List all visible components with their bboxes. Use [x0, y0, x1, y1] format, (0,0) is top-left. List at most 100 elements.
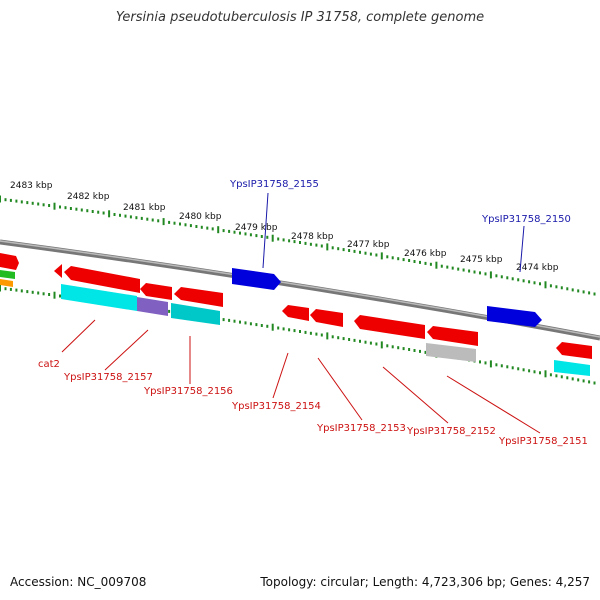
- scale-minor-tick: [86, 209, 89, 213]
- scale-minor-tick: [533, 370, 536, 374]
- scale-minor-tick: [375, 342, 378, 346]
- scale-minor-tick: [282, 238, 285, 242]
- scale-minor-tick: [228, 318, 231, 322]
- scale-minor-tick: [359, 339, 361, 343]
- scale-minor-tick: [517, 278, 520, 282]
- scale-minor-tick: [566, 376, 569, 380]
- accession-text: Accession: NC_009708: [10, 575, 147, 589]
- scale-minor-tick: [369, 252, 372, 256]
- scale-minor-tick: [462, 268, 465, 272]
- scale-minor-tick: [337, 247, 340, 251]
- scale-minor-tick: [424, 350, 427, 354]
- feature-purple[interactable]: [137, 297, 168, 316]
- scale-minor-tick: [571, 377, 574, 381]
- scale-minor-tick: [135, 216, 138, 220]
- scale-minor-tick: [457, 267, 460, 271]
- scale-minor-tick: [331, 246, 334, 250]
- scale-major-tick: [271, 323, 274, 331]
- scale-minor-tick: [26, 201, 29, 205]
- feature-cyan-2[interactable]: [554, 360, 590, 376]
- scale-minor-tick: [397, 346, 400, 350]
- kbp-label: 2483 kbp: [10, 181, 53, 191]
- scale-minor-tick: [244, 321, 247, 325]
- scale-minor-tick: [582, 379, 585, 383]
- scale-minor-tick: [386, 255, 389, 259]
- leader-line-2153: [317, 357, 363, 421]
- scale-minor-tick: [511, 277, 514, 281]
- scale-minor-tick: [260, 324, 263, 327]
- gene-ypsip31758-2156-a[interactable]: [140, 283, 172, 300]
- scale-minor-tick: [304, 241, 307, 245]
- gene-label-2153[interactable]: YpsIP31758_2153: [316, 423, 406, 434]
- scale-minor-tick: [233, 230, 236, 234]
- scale-minor-tick: [119, 213, 121, 217]
- scale-minor-tick: [337, 336, 340, 340]
- gene-ypsip31758-2151[interactable]: [556, 342, 592, 359]
- gene-ypsip31758-2156-b[interactable]: [174, 287, 223, 307]
- scale-minor-tick: [539, 282, 541, 286]
- scale-major-tick: [53, 291, 56, 299]
- scale-minor-tick: [31, 201, 34, 205]
- scale-minor-tick: [500, 364, 503, 368]
- gene-ypsip31758-2152[interactable]: [427, 326, 478, 346]
- scale-minor-tick: [4, 287, 7, 291]
- scale-minor-tick: [566, 287, 569, 291]
- scale-minor-tick: [593, 381, 596, 385]
- gene-label-cat2[interactable]: cat2: [38, 359, 60, 370]
- scale-minor-tick: [200, 225, 203, 229]
- gene-label-2152[interactable]: YpsIP31758_2152: [406, 426, 496, 437]
- gene-left-edge-green[interactable]: [0, 270, 15, 279]
- leader-line-2151: [446, 375, 541, 434]
- scale-minor-tick: [48, 293, 51, 296]
- gene-label-2155[interactable]: YpsIP31758_2155: [229, 179, 319, 190]
- scale-minor-tick: [9, 198, 12, 202]
- scale-minor-tick: [91, 210, 94, 213]
- gene-ypsip31758-2155[interactable]: [232, 268, 281, 290]
- scale-minor-tick: [299, 241, 301, 244]
- kbp-label: 2477 kbp: [347, 240, 390, 250]
- gene-ypsip31758-2154-a[interactable]: [282, 305, 309, 321]
- gene-label-2151[interactable]: YpsIP31758_2151: [498, 436, 588, 447]
- gene-ypsip31758-2154-b[interactable]: [310, 309, 343, 327]
- gene-label-2157[interactable]: YpsIP31758_2157: [63, 372, 153, 383]
- feature-gray[interactable]: [426, 343, 476, 362]
- scale-minor-tick: [249, 233, 252, 237]
- gene-left-edge-orange[interactable]: [0, 279, 13, 287]
- gene-ypsip31758-2157[interactable]: [64, 266, 140, 293]
- scale-minor-tick: [146, 217, 149, 221]
- gene-ypsip31758-2153[interactable]: [354, 315, 425, 339]
- scale-minor-tick: [102, 211, 105, 215]
- scale-minor-tick: [309, 242, 312, 246]
- scale-minor-tick: [309, 331, 312, 335]
- gene-label-2156[interactable]: YpsIP31758_2156: [143, 386, 233, 397]
- scale-minor-tick: [48, 204, 51, 207]
- scale-major-tick: [217, 226, 220, 234]
- scale-minor-tick: [451, 266, 454, 270]
- scale-minor-tick: [315, 332, 318, 336]
- scale-minor-tick: [391, 345, 394, 349]
- scale-minor-tick: [15, 288, 18, 292]
- feature-teal[interactable]: [171, 303, 220, 325]
- scale-minor-tick: [560, 375, 563, 379]
- upper-tick-scale: [0, 195, 596, 296]
- leader-line-2154: [272, 352, 289, 399]
- feature-cyan-1[interactable]: [61, 284, 137, 311]
- kbp-label: 2474 kbp: [516, 263, 559, 273]
- kbp-label: 2478 kbp: [291, 232, 334, 242]
- gene-cat2[interactable]: [54, 264, 62, 278]
- gene-left-edge-red[interactable]: [0, 253, 19, 270]
- scale-minor-tick: [506, 365, 509, 369]
- scale-minor-tick: [408, 259, 411, 262]
- scale-major-tick: [0, 284, 1, 292]
- gene-ypsip31758-2150[interactable]: [487, 306, 542, 327]
- scale-minor-tick: [59, 205, 61, 209]
- scale-major-tick: [162, 218, 165, 226]
- scale-minor-tick: [168, 309, 171, 313]
- scale-minor-tick: [80, 208, 83, 212]
- scale-minor-tick: [331, 335, 334, 339]
- scale-minor-tick: [189, 224, 192, 228]
- scale-minor-tick: [20, 200, 23, 204]
- kbp-label: 2475 kbp: [460, 255, 503, 265]
- gene-label-2154[interactable]: YpsIP31758_2154: [231, 401, 321, 412]
- gene-label-2150[interactable]: YpsIP31758_2150: [481, 214, 571, 225]
